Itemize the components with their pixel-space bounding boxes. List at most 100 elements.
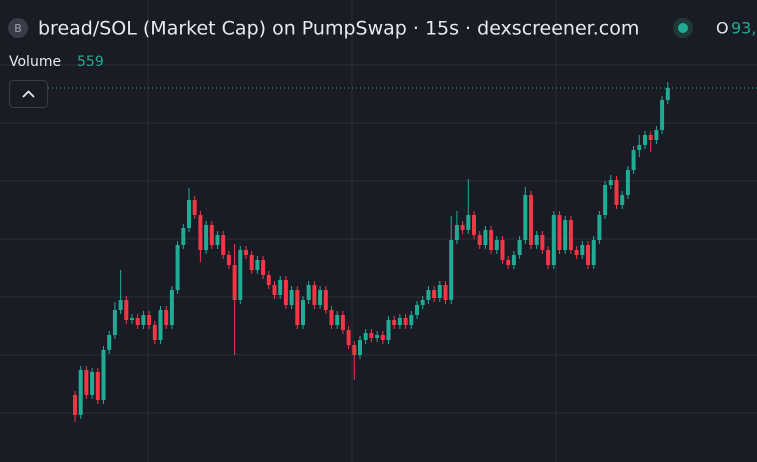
candle-body	[483, 230, 488, 245]
chart-title: bread/SOL (Market Cap) on PumpSwap · 15s…	[38, 18, 639, 40]
candle-body	[557, 215, 562, 250]
candle-body	[204, 225, 209, 250]
candle-body	[403, 318, 408, 325]
candle-body	[209, 225, 214, 245]
candle-body	[665, 88, 670, 100]
candle-body	[289, 290, 294, 305]
candle-body	[454, 225, 459, 240]
candle-body	[386, 320, 391, 340]
candle-body	[306, 285, 311, 300]
candle-body	[272, 285, 277, 295]
candle-body	[568, 220, 573, 250]
candle-body	[489, 230, 494, 250]
candle-body	[614, 180, 619, 205]
candle-body	[164, 310, 169, 325]
candle-body	[597, 215, 602, 240]
candle-body	[312, 285, 317, 305]
candle-body	[551, 215, 556, 265]
candle-body	[397, 318, 402, 325]
candle-body	[261, 260, 266, 275]
candle-body	[323, 290, 328, 310]
candle-body	[369, 333, 374, 338]
candle-body	[90, 372, 95, 395]
candle-body	[546, 250, 551, 265]
candle-body	[329, 310, 334, 325]
candle-body	[574, 250, 579, 255]
candle-body	[107, 335, 112, 350]
candle-body	[534, 235, 539, 245]
candle-body	[380, 335, 385, 340]
candle-body	[346, 330, 351, 345]
status-dot	[678, 23, 688, 33]
candle-body	[181, 228, 186, 245]
candle-body	[392, 320, 397, 325]
candle-body	[506, 260, 511, 265]
candle-body	[608, 180, 613, 185]
candle-body	[449, 240, 454, 300]
candle-body	[147, 315, 152, 325]
candle-body	[215, 235, 220, 245]
candle-body	[523, 195, 528, 240]
candle-body	[443, 285, 448, 300]
candle-body	[580, 245, 585, 255]
candle-body	[158, 310, 163, 340]
badge-circle	[8, 18, 28, 38]
candle-body	[295, 290, 300, 325]
candle-body	[654, 130, 659, 140]
candle-body	[637, 145, 642, 150]
candle-body	[130, 318, 134, 320]
candle-body	[278, 280, 283, 295]
candle-body	[283, 280, 288, 305]
candle-body	[175, 245, 180, 290]
volume-label: Volume	[9, 54, 61, 70]
candle-body	[101, 350, 106, 400]
candle-body	[631, 150, 636, 170]
candle-body	[112, 310, 117, 335]
candle-body	[141, 315, 146, 325]
candle-body	[500, 240, 505, 260]
candle-body	[420, 300, 425, 305]
candle-body	[124, 300, 129, 320]
candle-body	[426, 290, 431, 300]
candle-body	[226, 255, 231, 265]
chevron-icon	[22, 90, 35, 98]
volume-value: 559	[77, 54, 104, 70]
candle-body	[472, 215, 476, 235]
candle-body	[415, 305, 419, 315]
candle-body	[517, 240, 522, 255]
candle-body	[563, 220, 568, 250]
candle-body	[187, 200, 191, 228]
candle-body	[603, 185, 608, 215]
collapse-button[interactable]	[9, 80, 48, 108]
candle-body	[529, 195, 533, 245]
candle-body	[340, 315, 345, 330]
candle-body	[591, 240, 596, 265]
candle-body	[540, 235, 545, 250]
candle-body	[221, 235, 226, 255]
candle-body	[660, 100, 665, 130]
candle-body	[586, 245, 590, 265]
candle-body	[432, 290, 437, 298]
candle-body	[358, 340, 362, 355]
candle-body	[363, 333, 368, 340]
candle-body	[620, 195, 625, 205]
candle-body	[169, 290, 174, 325]
candle-body	[494, 240, 499, 250]
candle-body	[244, 250, 248, 255]
candle-body	[135, 318, 140, 325]
candle-body	[73, 395, 77, 415]
badge: B	[14, 22, 22, 35]
candle-body	[152, 325, 157, 340]
candle-body	[625, 170, 630, 195]
candle-body	[84, 370, 89, 395]
ohlc-value: 93,	[731, 19, 756, 38]
candle-body	[477, 235, 482, 245]
candle-body	[232, 265, 237, 300]
candle-body	[643, 135, 647, 145]
candle-body	[266, 275, 271, 285]
candle-body	[255, 260, 260, 270]
candle-body	[335, 315, 340, 325]
candle-body	[238, 250, 243, 300]
candle-body	[460, 225, 465, 230]
